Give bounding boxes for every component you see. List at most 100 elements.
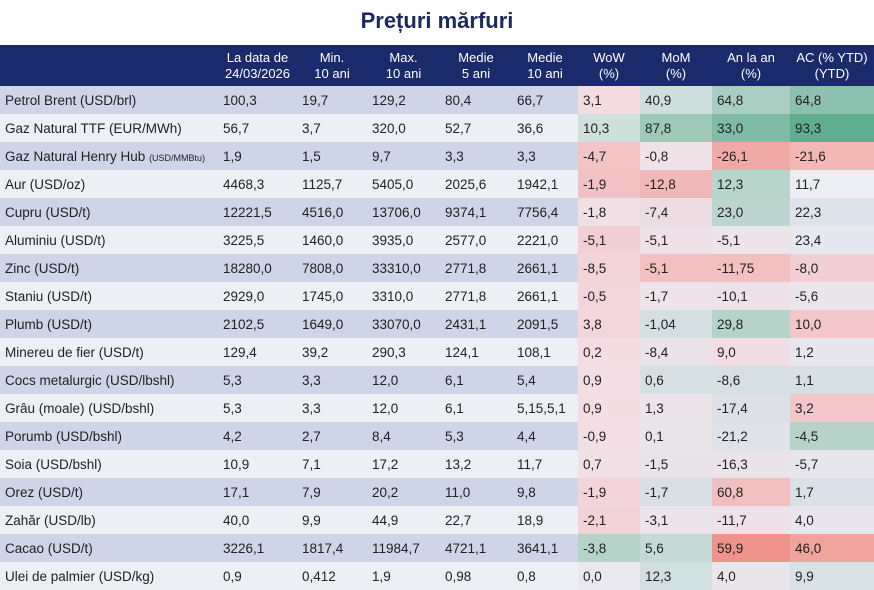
header-line-2: 10 ani: [385, 65, 422, 81]
value-cell: 3,3: [440, 142, 512, 170]
value-cell: 3641,1: [512, 534, 578, 562]
percent-change-cell: -5,1: [640, 226, 712, 254]
value-cell: 13706,0: [367, 198, 440, 226]
value-cell: 1942,1: [512, 170, 578, 198]
value-cell: 2929,0: [218, 282, 297, 310]
commodity-name: Gaz Natural TTF (EUR/MWh): [0, 114, 218, 142]
percent-change-cell: -17,4: [712, 394, 790, 422]
commodity-label: Porumb (USD/bshl): [5, 428, 123, 444]
percent-change-cell: -3,8: [578, 534, 640, 562]
value-cell: 3,3: [297, 394, 367, 422]
column-header: MoM (%): [640, 45, 712, 86]
commodity-label: Zahăr (USD/lb): [5, 512, 96, 528]
value-cell: 2577,0: [440, 226, 512, 254]
column-header: An la an (%): [712, 45, 790, 86]
value-cell: 52,7: [440, 114, 512, 142]
value-cell: 3310,0: [367, 282, 440, 310]
column-header: Max. 10 ani: [367, 45, 440, 86]
percent-change-cell: 9,9: [790, 562, 874, 590]
value-cell: 4516,0: [297, 198, 367, 226]
percent-change-cell: -8,4: [640, 338, 712, 366]
table-row: Aluminiu (USD/t) 3225,5 1460,0 3935,0 2577,0…: [0, 226, 874, 254]
value-cell: 12221,5: [218, 198, 297, 226]
commodity-name: Petrol Brent (USD/brl): [0, 86, 218, 114]
column-header: Medie 5 ani: [440, 45, 512, 86]
percent-change-cell: -5,6: [790, 282, 874, 310]
table-row: Grâu (moale) (USD/bshl) 5,3 3,3 12,0 6,1 5,15…: [0, 394, 874, 422]
commodity-name: Aluminiu (USD/t): [0, 226, 218, 254]
value-cell: 4721,1: [440, 534, 512, 562]
percent-change-cell: 0,0: [578, 562, 640, 590]
table-row: Zahăr (USD/lb) 40,0 9,9 44,9 22,7 18,9 -2,1 -3,…: [0, 506, 874, 534]
value-cell: 17,2: [367, 450, 440, 478]
commodity-label: Zinc (USD/t): [5, 260, 80, 276]
value-cell: 3225,5: [218, 226, 297, 254]
value-cell: 129,2: [367, 86, 440, 114]
percent-change-cell: -1,7: [640, 478, 712, 506]
value-cell: 0,9: [218, 562, 297, 590]
header-line-1: An la an: [727, 49, 775, 65]
commodity-label: Ulei de palmier (USD/kg): [5, 568, 155, 584]
commodity-name: Soia (USD/bshl): [0, 450, 218, 478]
commodity-name: Staniu (USD/t): [0, 282, 218, 310]
header-line-2: 24/03/2026: [224, 65, 291, 81]
value-cell: 9,9: [297, 506, 367, 534]
header-line-1: MoM: [661, 49, 691, 65]
value-cell: 3935,0: [367, 226, 440, 254]
percent-change-cell: -11,7: [712, 506, 790, 534]
header-line-1: Max.: [389, 49, 418, 65]
percent-change-cell: 0,1: [640, 422, 712, 450]
percent-change-cell: -11,75: [712, 254, 790, 282]
commodity-name: Cupru (USD/t): [0, 198, 218, 226]
table-row: Porumb (USD/bshl) 4,2 2,7 8,4 5,3 4,4 -0,9 0,1-…: [0, 422, 874, 450]
value-cell: 17,1: [218, 478, 297, 506]
commodity-name: Zinc (USD/t): [0, 254, 218, 282]
value-cell: 2025,6: [440, 170, 512, 198]
value-cell: 11,0: [440, 478, 512, 506]
value-cell: 8,4: [367, 422, 440, 450]
commodity-label: Petrol Brent (USD/brl): [5, 92, 137, 108]
value-cell: 10,9: [218, 450, 297, 478]
percent-change-cell: -10,1: [712, 282, 790, 310]
percent-change-cell: 11,7: [790, 170, 874, 198]
header-line-2: 5 ani: [461, 65, 491, 81]
value-cell: 7,1: [297, 450, 367, 478]
percent-change-cell: -0,9: [578, 422, 640, 450]
value-cell: 2771,8: [440, 282, 512, 310]
commodity-name: Cacao (USD/t): [0, 534, 218, 562]
percent-change-cell: -1,5: [640, 450, 712, 478]
value-cell: 7808,0: [297, 254, 367, 282]
percent-change-cell: 33,0: [712, 114, 790, 142]
header-line-1: Min.: [319, 49, 345, 65]
percent-change-cell: -1,9: [578, 478, 640, 506]
percent-change-cell: -8,5: [578, 254, 640, 282]
commodity-label: Aur (USD/oz): [5, 176, 86, 192]
percent-change-cell: 0,7: [578, 450, 640, 478]
percent-change-cell: 3,1: [578, 86, 640, 114]
percent-change-cell: -0,5: [578, 282, 640, 310]
percent-change-cell: -5,7: [790, 450, 874, 478]
commodity-label: Plumb (USD/t): [5, 316, 93, 332]
percent-change-cell: 1,3: [640, 394, 712, 422]
header-line-2: (%): [598, 65, 620, 81]
page-title: Prețuri mărfuri: [360, 8, 514, 33]
column-header: [0, 45, 218, 86]
value-cell: 20,2: [367, 478, 440, 506]
commodity-label: Staniu (USD/t): [5, 288, 93, 304]
percent-change-cell: 64,8: [712, 86, 790, 114]
table-row: Ulei de palmier (USD/kg) 0,9 0,412 1,9 0,98 0…: [0, 562, 874, 590]
value-cell: 0,98: [440, 562, 512, 590]
value-cell: 0,412: [297, 562, 367, 590]
percent-change-cell: 40,9: [640, 86, 712, 114]
percent-change-cell: -26,1: [712, 142, 790, 170]
value-cell: 18280,0: [218, 254, 297, 282]
table-row: Plumb (USD/t) 2102,5 1649,0 33070,0 2431,1 20…: [0, 310, 874, 338]
value-cell: 0,8: [512, 562, 578, 590]
value-cell: 11984,7: [367, 534, 440, 562]
value-cell: 1,9: [218, 142, 297, 170]
value-cell: 3,7: [297, 114, 367, 142]
column-header: Medie 10 ani: [512, 45, 578, 86]
commodity-unit: (USD/MMBtu): [149, 152, 206, 163]
value-cell: 2102,5: [218, 310, 297, 338]
commodity-name: Porumb (USD/bshl): [0, 422, 218, 450]
